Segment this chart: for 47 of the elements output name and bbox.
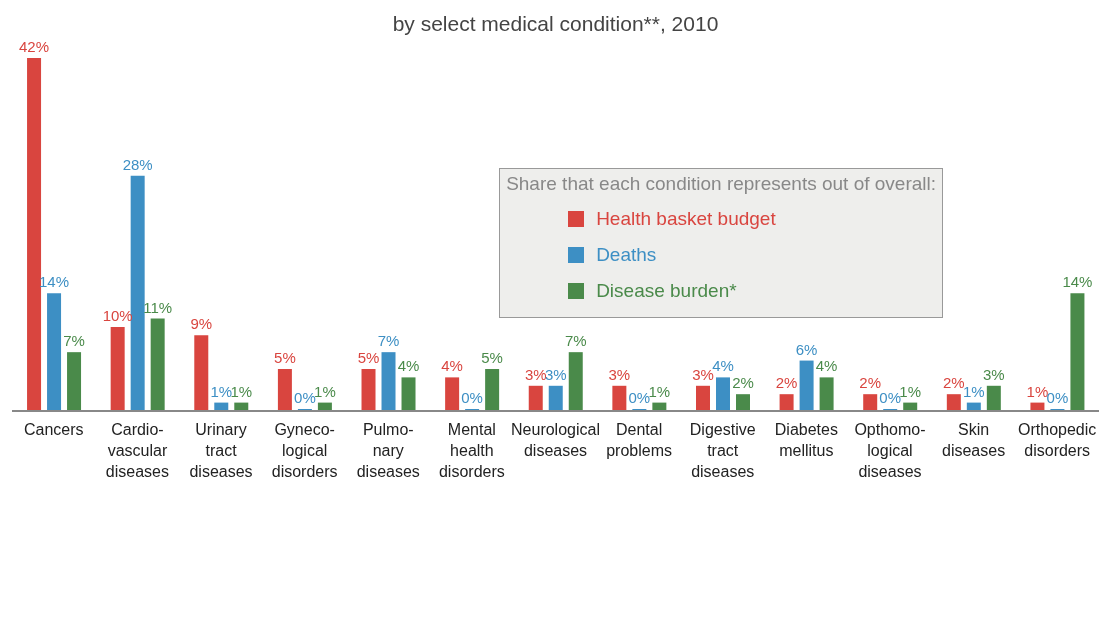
data-label: 5%	[481, 348, 503, 366]
data-label: 0%	[461, 389, 483, 406]
data-label: 1%	[210, 382, 233, 400]
legend-label: Health basket budget	[596, 208, 776, 230]
legend-title: Share that each condition represents out of overall:	[506, 173, 936, 195]
x-tick-label: Skin diseases	[942, 421, 1006, 459]
data-label: 5%	[274, 348, 296, 366]
data-label: 3%	[524, 365, 547, 383]
data-label: 4%	[815, 357, 838, 375]
x-tick-label: Orthopedic disorders	[1018, 421, 1097, 459]
x-tick-label: Neurological diseases	[511, 421, 600, 459]
data-label: 14%	[1062, 273, 1093, 291]
data-label: 0%	[294, 389, 316, 406]
x-tick-label: Urinary tract diseases	[189, 421, 253, 480]
data-label: 3%	[544, 365, 567, 383]
data-label: 4%	[712, 357, 734, 375]
x-tick-label: Cardio- vascular diseases	[105, 421, 169, 480]
data-label: 5%	[357, 348, 380, 366]
data-label: 4%	[441, 357, 463, 375]
legend-label: Deaths	[596, 244, 657, 266]
x-tick-label: Mental health disorders	[438, 421, 505, 480]
data-label: 7%	[63, 332, 85, 350]
data-label: 3%	[982, 365, 1005, 383]
chart-title: by select medical condition**, 2010	[391, 11, 720, 36]
data-label: 42%	[19, 38, 50, 55]
data-label: 0%	[879, 389, 902, 406]
data-label: 28%	[122, 155, 153, 173]
data-label: 0%	[628, 389, 651, 406]
x-tick-label: Cancers	[24, 421, 84, 438]
x-tick-label: Diabetes mellitus	[774, 421, 838, 459]
data-label: 2%	[775, 374, 798, 392]
data-label: 2%	[942, 374, 965, 392]
data-label: 7%	[377, 332, 400, 350]
x-tick-label: Digestive tract diseases	[689, 421, 756, 480]
legend-label: Disease burden*	[596, 280, 737, 302]
data-label: 3%	[608, 365, 631, 383]
x-tick-label: Gyneco- logical disorders	[271, 421, 338, 480]
data-label: 2%	[732, 374, 754, 392]
data-label: 1%	[230, 382, 253, 400]
data-label: 6%	[795, 340, 818, 358]
data-label: 9%	[190, 315, 213, 333]
data-label: 4%	[397, 357, 420, 375]
x-tick-label: Dental problems	[606, 421, 673, 459]
data-label: 7%	[564, 332, 587, 350]
x-tick-label: Opthomo- logical diseases	[854, 421, 926, 480]
data-label: 2%	[859, 374, 882, 392]
x-tick-label: Pulmo- nary diseases	[356, 421, 420, 480]
